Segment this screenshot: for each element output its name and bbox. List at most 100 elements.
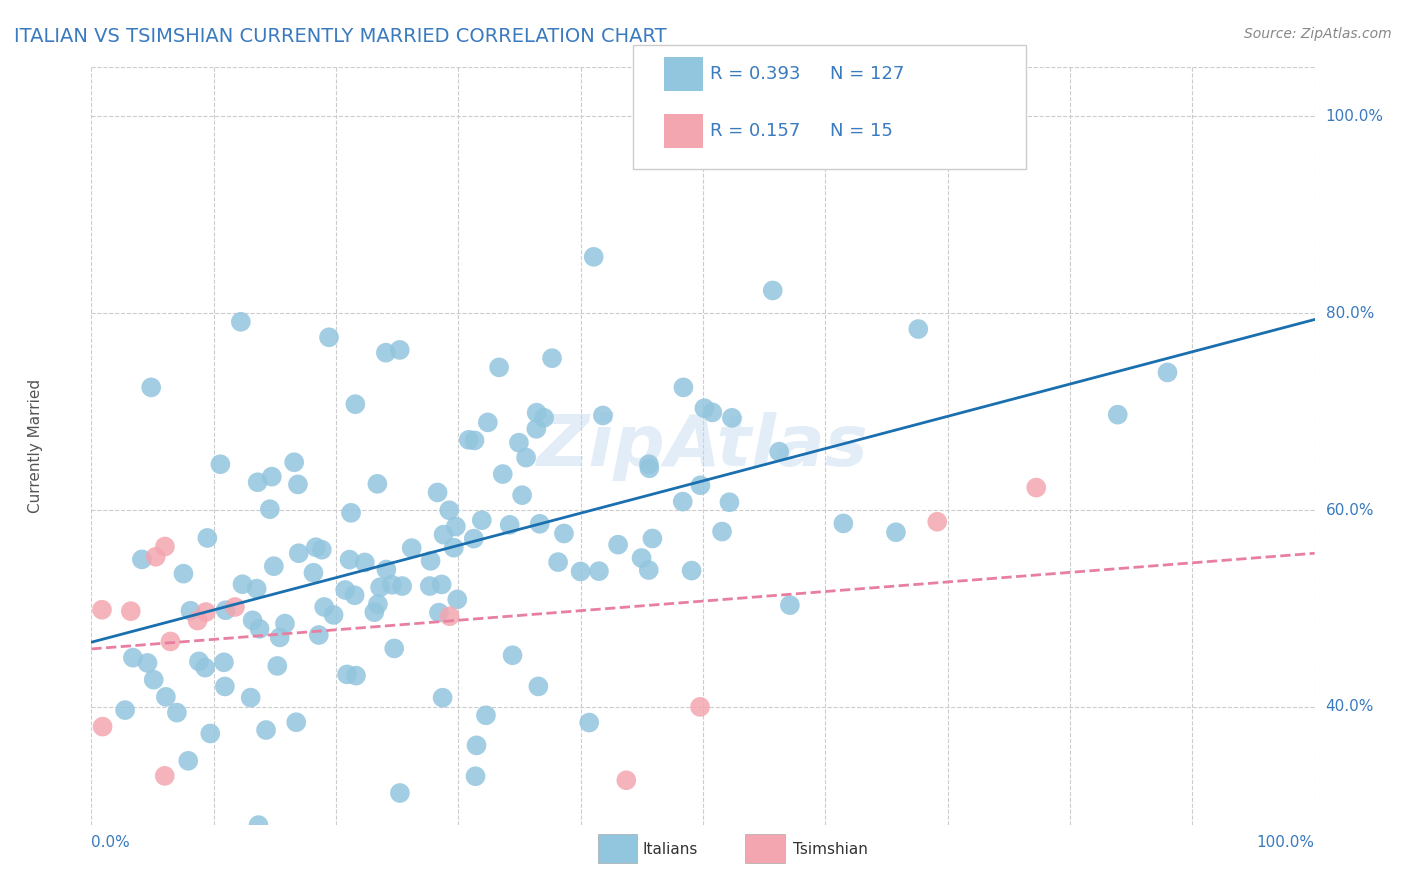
Point xyxy=(762,284,785,298)
Point xyxy=(91,720,114,734)
Point xyxy=(254,723,277,737)
Text: N = 15: N = 15 xyxy=(830,122,893,140)
Point xyxy=(488,360,510,375)
Point xyxy=(141,380,163,394)
Point xyxy=(340,506,363,520)
Point xyxy=(471,513,494,527)
Point xyxy=(114,703,136,717)
Point xyxy=(302,566,325,580)
Point xyxy=(187,614,209,628)
Point xyxy=(711,524,734,539)
Point xyxy=(388,343,411,357)
Point xyxy=(287,477,309,491)
Point xyxy=(527,679,550,693)
Text: R = 0.157: R = 0.157 xyxy=(710,122,800,140)
Point xyxy=(641,532,664,546)
Point xyxy=(266,659,288,673)
Text: R = 0.393: R = 0.393 xyxy=(710,65,800,83)
Point xyxy=(179,604,201,618)
Point xyxy=(463,532,485,546)
Text: Source: ZipAtlas.com: Source: ZipAtlas.com xyxy=(1244,27,1392,41)
Point xyxy=(335,582,357,597)
Point xyxy=(136,656,159,670)
Point xyxy=(263,559,285,574)
Point xyxy=(432,690,454,705)
Point xyxy=(1107,408,1129,422)
Point xyxy=(638,457,661,471)
Point xyxy=(142,673,165,687)
Point xyxy=(592,409,614,423)
Point xyxy=(155,690,177,704)
Point xyxy=(510,488,533,502)
Point xyxy=(381,578,404,592)
Text: Italians: Italians xyxy=(643,842,697,856)
Point xyxy=(689,478,711,492)
Point xyxy=(260,469,283,483)
Point xyxy=(194,660,217,674)
Point xyxy=(322,607,344,622)
Point xyxy=(249,622,271,636)
Point xyxy=(388,786,411,800)
Point xyxy=(492,467,515,481)
Point xyxy=(779,598,801,612)
Point xyxy=(502,648,524,663)
Point xyxy=(927,515,949,529)
Point xyxy=(122,650,145,665)
Point xyxy=(259,502,281,516)
Point xyxy=(159,634,181,648)
Point xyxy=(368,580,391,594)
Point xyxy=(907,322,929,336)
Point xyxy=(177,754,200,768)
Point xyxy=(475,708,498,723)
Point xyxy=(91,603,114,617)
Point xyxy=(363,605,385,619)
Point xyxy=(212,655,235,669)
Point xyxy=(336,667,359,681)
Point xyxy=(344,397,367,411)
Point xyxy=(401,541,423,555)
Point xyxy=(200,726,222,740)
Point xyxy=(366,476,388,491)
Point xyxy=(1156,366,1178,380)
Point xyxy=(693,401,716,416)
Point xyxy=(721,410,744,425)
Point xyxy=(391,579,413,593)
Point xyxy=(702,405,724,419)
Point xyxy=(582,250,605,264)
Point xyxy=(343,588,366,602)
Point xyxy=(145,549,167,564)
Point xyxy=(457,433,479,447)
Point xyxy=(231,577,253,591)
Point xyxy=(499,517,522,532)
Point xyxy=(285,715,308,730)
Point xyxy=(246,475,269,490)
Point xyxy=(672,494,695,508)
Text: 100.0%: 100.0% xyxy=(1257,836,1315,850)
Point xyxy=(477,416,499,430)
Point xyxy=(353,556,375,570)
Point xyxy=(464,769,486,783)
Point xyxy=(533,410,555,425)
Point xyxy=(187,654,209,668)
Point xyxy=(681,564,703,578)
Point xyxy=(426,485,449,500)
Point xyxy=(344,668,367,682)
Point xyxy=(465,739,488,753)
Point xyxy=(443,541,465,555)
Point xyxy=(588,564,610,578)
Point xyxy=(209,457,232,471)
Point xyxy=(382,641,405,656)
Point xyxy=(578,715,600,730)
Text: 80.0%: 80.0% xyxy=(1326,306,1374,320)
Point xyxy=(131,552,153,566)
Point xyxy=(630,551,652,566)
Text: 40.0%: 40.0% xyxy=(1326,699,1374,714)
Point xyxy=(526,406,548,420)
Point xyxy=(224,599,246,614)
Point xyxy=(541,351,564,366)
Point xyxy=(419,579,441,593)
Point xyxy=(439,609,461,624)
Point xyxy=(529,516,551,531)
Text: 60.0%: 60.0% xyxy=(1326,502,1374,517)
Point xyxy=(287,546,309,560)
